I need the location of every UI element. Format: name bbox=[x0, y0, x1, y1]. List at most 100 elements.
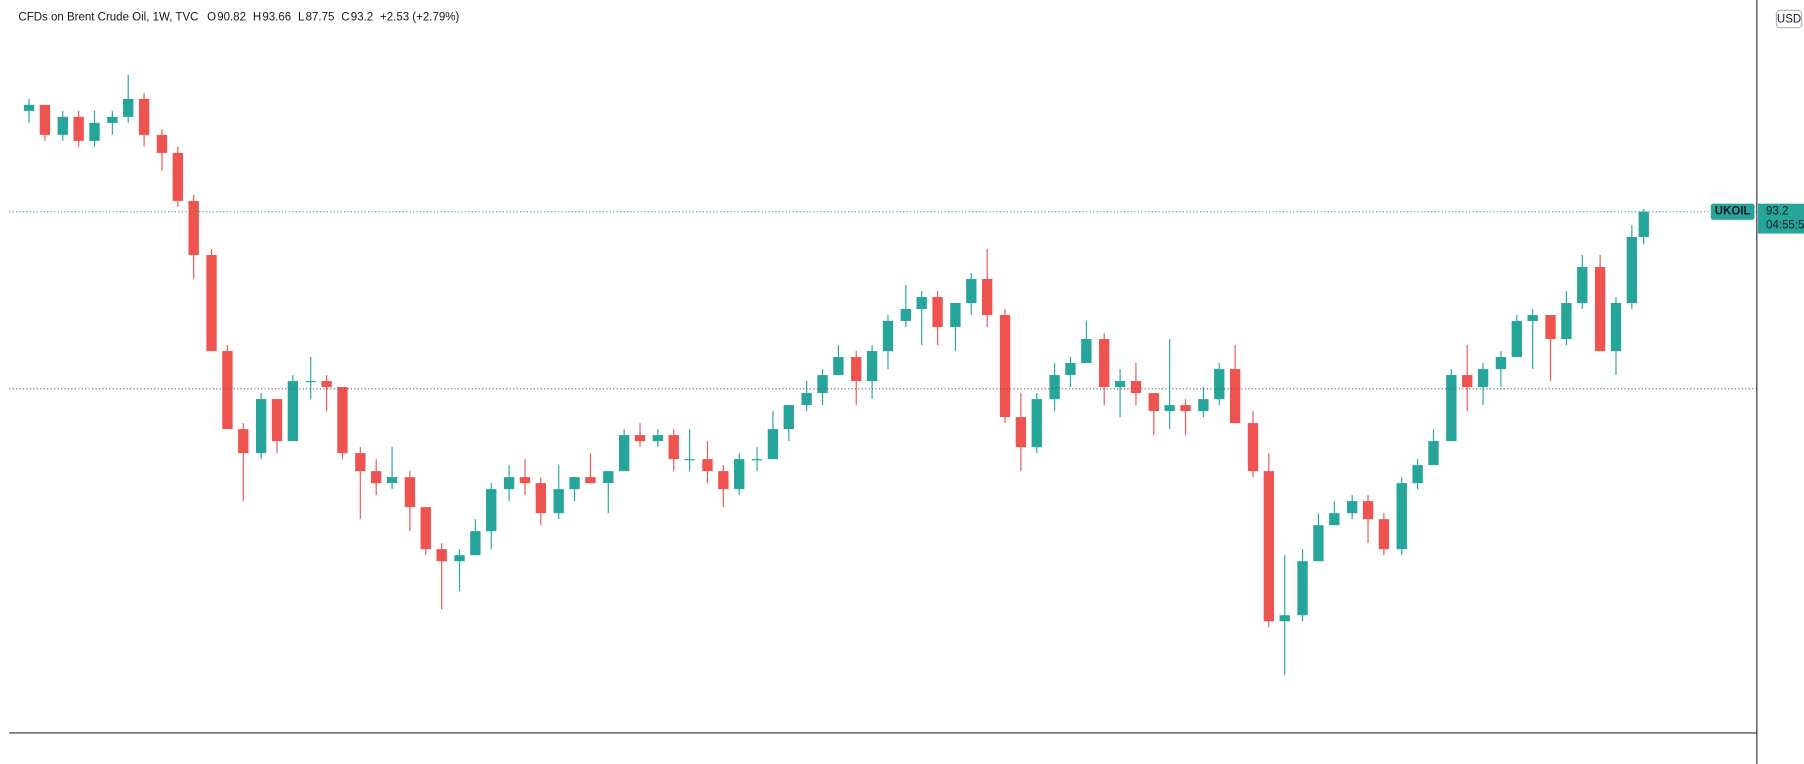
ohlc-key: O bbox=[207, 11, 216, 23]
ohlc-value: 93.66 bbox=[262, 11, 291, 23]
ohlc-key: C bbox=[341, 11, 349, 23]
candle-body bbox=[1378, 519, 1390, 550]
candle-body bbox=[486, 489, 497, 532]
candle-body bbox=[107, 116, 118, 123]
candle-body bbox=[138, 98, 150, 135]
ohlc-key: L bbox=[298, 11, 305, 23]
ohlc-value: 87.75 bbox=[306, 11, 335, 23]
candle-body bbox=[172, 152, 183, 201]
candle-body bbox=[73, 116, 84, 141]
candle-body bbox=[652, 435, 664, 442]
candle-body bbox=[1626, 236, 1638, 303]
change: +2.53 (+2.79%) bbox=[380, 11, 459, 23]
candle-body bbox=[337, 387, 348, 454]
candle-body bbox=[188, 200, 199, 255]
candle-body bbox=[1247, 423, 1259, 472]
ohlc-value: 93.2 bbox=[351, 11, 373, 23]
candle-body bbox=[916, 296, 927, 310]
candle-body bbox=[1594, 266, 1606, 352]
candle-body bbox=[1638, 211, 1649, 237]
candle-body bbox=[1049, 375, 1060, 400]
symbol-tag: UKOIL bbox=[1715, 206, 1751, 218]
candle-body bbox=[1164, 405, 1175, 412]
candle-body bbox=[668, 435, 679, 460]
candle-body bbox=[783, 405, 794, 430]
candle-body bbox=[932, 296, 943, 328]
candle-body bbox=[1148, 393, 1159, 412]
candle-body bbox=[1527, 315, 1538, 322]
candle-body bbox=[1180, 405, 1191, 412]
candle-body bbox=[1545, 315, 1556, 340]
candle-body bbox=[866, 351, 878, 382]
candle-body bbox=[404, 477, 416, 508]
candle-body bbox=[767, 429, 779, 460]
candle-body bbox=[386, 477, 398, 484]
candle-body bbox=[999, 315, 1011, 418]
candle-body bbox=[1263, 471, 1275, 622]
candle-body bbox=[271, 399, 283, 442]
candle-body bbox=[1279, 615, 1290, 622]
candle-body bbox=[966, 278, 977, 303]
chart-title: CFDs on Brent Crude Oil, 1W, TVC bbox=[18, 11, 198, 23]
candle-body bbox=[470, 531, 481, 556]
candle-body bbox=[1313, 525, 1324, 562]
candle-body bbox=[503, 477, 515, 490]
candle-body bbox=[1396, 483, 1407, 550]
candle-body bbox=[618, 435, 630, 472]
candle-body bbox=[519, 477, 531, 484]
price-tag: 93.2 bbox=[1766, 206, 1788, 218]
symbol-tag-bg bbox=[1710, 203, 1755, 220]
candle-body bbox=[1561, 302, 1572, 340]
candle-body bbox=[1577, 266, 1588, 303]
candle-body bbox=[23, 104, 35, 111]
candle-body bbox=[1214, 369, 1225, 400]
candle-body bbox=[1130, 381, 1142, 394]
candle-body bbox=[1495, 357, 1507, 370]
candle-body bbox=[1081, 339, 1092, 364]
candle-body bbox=[1412, 465, 1423, 484]
candle-body bbox=[1198, 399, 1209, 412]
candle-body bbox=[436, 549, 447, 562]
candle-body bbox=[718, 471, 729, 490]
candle-body bbox=[321, 381, 332, 388]
candle-body bbox=[702, 459, 713, 472]
ohlc-value: 90.82 bbox=[217, 11, 246, 23]
price-tag-bg bbox=[1757, 203, 1804, 234]
candle-body bbox=[1099, 339, 1110, 388]
candle-body bbox=[535, 483, 547, 514]
candle-body bbox=[1229, 369, 1241, 424]
candle-body bbox=[817, 375, 828, 394]
candle-body bbox=[355, 453, 366, 472]
candle-body bbox=[39, 104, 51, 135]
candle-body bbox=[255, 399, 267, 454]
candle-body bbox=[89, 122, 100, 141]
currency-badge-bg bbox=[1775, 9, 1803, 29]
candle-body bbox=[1031, 399, 1042, 448]
candle-body bbox=[603, 471, 614, 484]
candle-body bbox=[156, 134, 168, 153]
candle-body bbox=[1346, 501, 1358, 514]
candle-body bbox=[1065, 363, 1076, 376]
candle-body bbox=[684, 459, 695, 461]
candle-body bbox=[454, 555, 465, 562]
candle-body bbox=[123, 98, 134, 117]
candle-body bbox=[1610, 302, 1622, 352]
candle-body bbox=[1428, 441, 1439, 466]
candle-body bbox=[553, 489, 564, 514]
candle-body bbox=[950, 302, 961, 328]
candle-body bbox=[420, 507, 431, 550]
ohlc-key: H bbox=[253, 11, 261, 23]
candle-body bbox=[882, 321, 894, 352]
countdown: 04:55:5 bbox=[1766, 220, 1804, 232]
candle-body bbox=[1297, 561, 1308, 616]
candle-body bbox=[634, 435, 646, 442]
candle-body bbox=[801, 393, 812, 406]
candle-body bbox=[981, 278, 993, 316]
candle-body bbox=[734, 459, 745, 490]
candle-body bbox=[287, 381, 299, 442]
candle-body bbox=[569, 477, 580, 490]
candle-body bbox=[1511, 321, 1522, 358]
candle-body bbox=[1329, 513, 1340, 526]
